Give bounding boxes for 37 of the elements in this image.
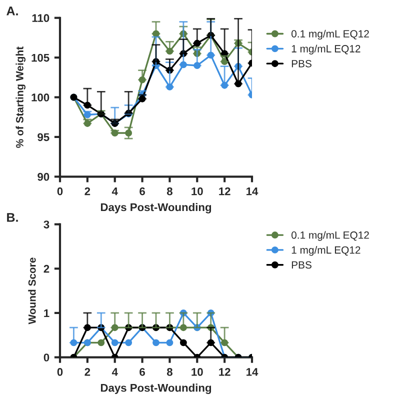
x-tick-label: 14: [246, 187, 258, 196]
y-tick-label: 0: [44, 354, 50, 362]
x-tick-label: 4: [112, 368, 118, 376]
legend-label: 1 mg/mL EQ12: [292, 44, 360, 54]
x-tick-label: 0: [57, 368, 63, 376]
x-tick-label: 8: [166, 187, 172, 196]
y-tick-label: 3: [44, 220, 50, 228]
x-tick-label: 0: [57, 187, 63, 196]
legend-label: PBS: [292, 60, 312, 68]
y-tick-label: 110: [32, 14, 50, 22]
x-tick-label: 12: [219, 368, 230, 376]
chart-title: B.: [7, 213, 18, 222]
y-axis-title: Wound Score: [28, 258, 36, 324]
x-axis-title: Days Post-Wounding: [100, 202, 212, 214]
y-tick-label: 100: [32, 94, 50, 102]
x-tick-label: 6: [140, 368, 145, 376]
legend-label: PBS: [292, 261, 312, 269]
x-tick-label: 8: [166, 368, 172, 376]
y-axis-title: % of Starting Weight: [16, 46, 26, 148]
x-tick-label: 4: [112, 187, 118, 196]
x-tick-label: 14: [246, 368, 258, 376]
y-tick-label: 105: [32, 54, 50, 62]
legend-label: 0.1 mg/mL EQ12: [292, 30, 369, 40]
chart-title: A.: [6, 6, 18, 16]
y-tick-label: 90: [38, 172, 50, 181]
x-tick-label: 2: [84, 187, 90, 196]
legend-label: 1 mg/mL EQ12: [292, 246, 360, 256]
x-tick-label: 2: [84, 368, 90, 376]
x-tick-label: 10: [192, 368, 203, 376]
y-tick-label: 95: [38, 133, 50, 142]
legend-label: 0.1 mg/mL EQ12: [292, 231, 369, 241]
y-tick-label: 2: [44, 264, 50, 273]
y-tick-label: 1: [44, 309, 50, 317]
x-tick-label: 6: [140, 187, 145, 196]
x-axis-title: Days Post-Wounding: [100, 384, 212, 394]
x-tick-label: 10: [192, 187, 203, 196]
x-tick-label: 12: [219, 187, 230, 196]
